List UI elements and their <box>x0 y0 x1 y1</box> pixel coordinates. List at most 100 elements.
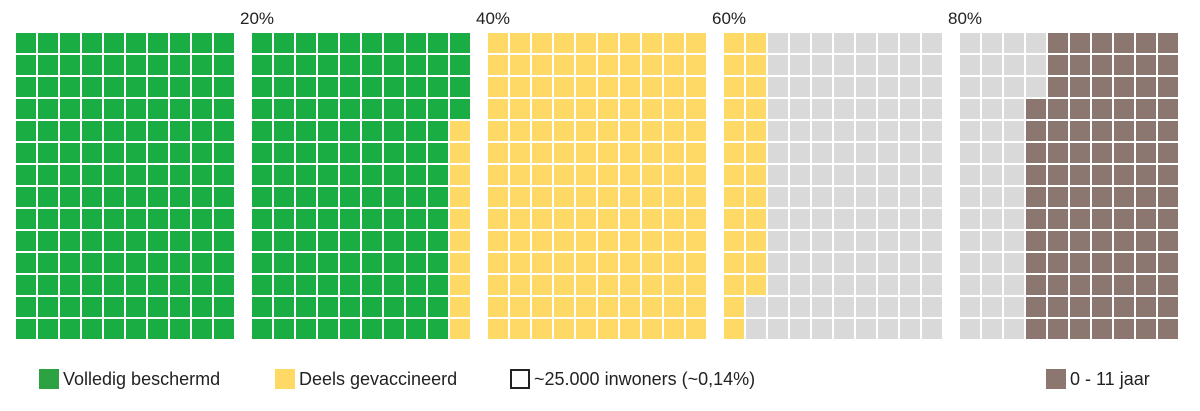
waffle-cell <box>214 297 234 317</box>
waffle-cell <box>192 319 212 339</box>
waffle-cell <box>724 99 744 119</box>
waffle-cell <box>768 55 788 75</box>
waffle-cell <box>252 187 272 207</box>
waffle-cell <box>384 165 404 185</box>
tick-label: 20% <box>240 9 274 28</box>
waffle-cell <box>488 253 508 273</box>
waffle-cell <box>362 99 382 119</box>
waffle-cell <box>922 99 942 119</box>
waffle-cell <box>318 77 338 97</box>
waffle-cell <box>686 253 706 273</box>
waffle-cell <box>724 187 744 207</box>
waffle-cell <box>1070 77 1090 97</box>
waffle-cell <box>1048 143 1068 163</box>
waffle-cell <box>878 143 898 163</box>
waffle-cell <box>834 165 854 185</box>
waffle-cell <box>450 209 470 229</box>
waffle-cell <box>922 121 942 141</box>
waffle-cell <box>510 297 530 317</box>
waffle-cell <box>406 275 426 295</box>
waffle-cell <box>834 55 854 75</box>
waffle-cell <box>192 33 212 53</box>
waffle-cell <box>170 33 190 53</box>
waffle-cell <box>878 77 898 97</box>
waffle-cell <box>38 143 58 163</box>
waffle-cell <box>812 297 832 317</box>
waffle-cell <box>450 33 470 53</box>
waffle-cell <box>1114 55 1134 75</box>
waffle-cell <box>1092 99 1112 119</box>
waffle-cell <box>1114 77 1134 97</box>
waffle-cell <box>1092 165 1112 185</box>
waffle-cell <box>406 319 426 339</box>
waffle-cell <box>510 165 530 185</box>
waffle-cell <box>598 33 618 53</box>
waffle-cell <box>60 33 80 53</box>
waffle-cell <box>982 143 1002 163</box>
waffle-cell <box>510 187 530 207</box>
waffle-cell <box>1004 55 1024 75</box>
waffle-cell <box>170 165 190 185</box>
waffle-cell <box>1114 253 1134 273</box>
waffle-cell <box>834 297 854 317</box>
waffle-cell <box>664 297 684 317</box>
waffle-cell <box>104 209 124 229</box>
waffle-cell <box>576 77 596 97</box>
waffle-cell <box>576 121 596 141</box>
waffle-cell <box>428 187 448 207</box>
waffle-cell <box>576 165 596 185</box>
waffle-cell <box>510 143 530 163</box>
waffle-cell <box>724 121 744 141</box>
waffle-cell <box>834 275 854 295</box>
waffle-cell <box>450 319 470 339</box>
waffle-cell <box>148 319 168 339</box>
waffle-cell <box>960 121 980 141</box>
waffle-cell <box>1158 77 1178 97</box>
waffle-cell <box>598 143 618 163</box>
waffle-cell <box>340 55 360 75</box>
waffle-cell <box>60 55 80 75</box>
waffle-cell <box>664 99 684 119</box>
waffle-cell <box>126 319 146 339</box>
waffle-cell <box>724 231 744 251</box>
waffle-cell <box>214 275 234 295</box>
waffle-cell <box>554 99 574 119</box>
waffle-cell <box>1026 275 1046 295</box>
waffle-cell <box>428 275 448 295</box>
waffle-cell <box>1026 121 1046 141</box>
waffle-cell <box>532 55 552 75</box>
waffle-cell <box>900 99 920 119</box>
waffle-cell <box>450 77 470 97</box>
waffle-cell <box>834 143 854 163</box>
waffle-cell <box>642 99 662 119</box>
waffle-cell <box>790 143 810 163</box>
waffle-cell <box>148 55 168 75</box>
waffle-cell <box>900 55 920 75</box>
waffle-cell <box>1092 253 1112 273</box>
waffle-cell <box>856 165 876 185</box>
waffle-cell <box>620 143 640 163</box>
waffle-cell <box>274 187 294 207</box>
waffle-cell <box>664 165 684 185</box>
waffle-cell <box>664 143 684 163</box>
waffle-cell <box>856 253 876 273</box>
waffle-cell <box>1026 33 1046 53</box>
waffle-cell <box>1114 33 1134 53</box>
waffle-cell <box>1004 143 1024 163</box>
waffle-cell <box>406 209 426 229</box>
waffle-cell <box>746 121 766 141</box>
waffle-cell <box>724 275 744 295</box>
waffle-cell <box>60 121 80 141</box>
waffle-cell <box>982 297 1002 317</box>
waffle-cell <box>686 187 706 207</box>
waffle-cell <box>274 319 294 339</box>
waffle-cell <box>384 231 404 251</box>
waffle-cell <box>642 77 662 97</box>
waffle-cell <box>38 253 58 273</box>
waffle-cell <box>274 33 294 53</box>
waffle-cell <box>812 165 832 185</box>
waffle-cell <box>126 187 146 207</box>
waffle-cell <box>664 187 684 207</box>
waffle-cell <box>16 33 36 53</box>
waffle-cell <box>982 55 1002 75</box>
